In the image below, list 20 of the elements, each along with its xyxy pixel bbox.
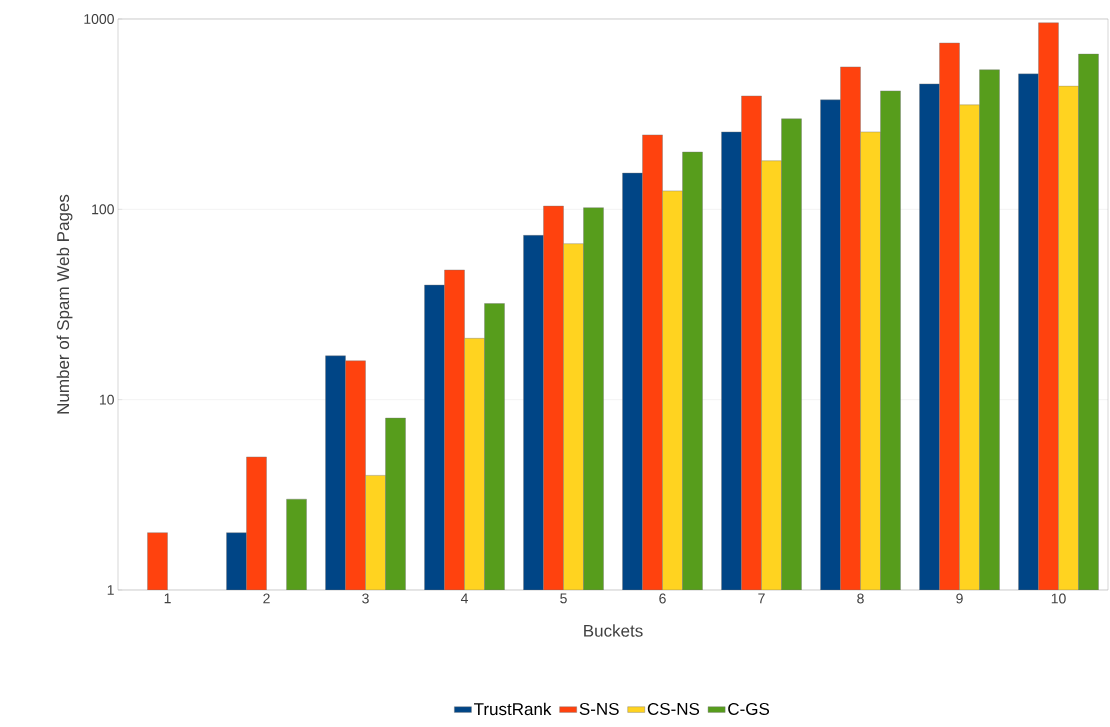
x-tick-label: 3 <box>362 593 369 604</box>
y-tick-label: 10 <box>99 394 114 405</box>
x-tick-label: 9 <box>956 593 963 604</box>
legend-label: CS-NS <box>647 702 700 715</box>
y-tick-label: 1 <box>107 585 114 595</box>
y-tick-label: 100 <box>92 204 114 215</box>
legend-label: C-GS <box>728 702 770 715</box>
x-tick-label: 5 <box>560 593 567 604</box>
x-tick-label: 2 <box>263 593 270 604</box>
x-tick-label: 6 <box>659 593 666 604</box>
x-tick-label: 4 <box>460 593 468 604</box>
legend-label: S-NS <box>579 702 619 715</box>
x-tick-label: 1 <box>164 593 171 604</box>
legend-label: TrustRank <box>474 702 552 716</box>
x-axis-title: Buckets <box>584 624 643 637</box>
x-tick-label: 8 <box>857 593 864 604</box>
y-axis-title: Number of Spam Web Pages <box>56 194 73 414</box>
x-tick-label: 7 <box>758 593 765 604</box>
x-tick-label: 10 <box>1051 593 1066 604</box>
y-tick-label: 1000 <box>84 14 114 24</box>
